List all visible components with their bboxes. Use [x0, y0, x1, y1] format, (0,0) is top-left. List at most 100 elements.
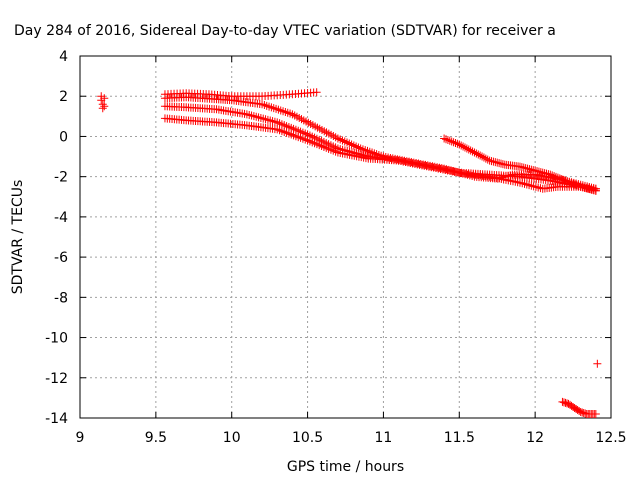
data-point: [574, 181, 583, 190]
data-point: [534, 167, 543, 176]
data-point: [485, 156, 494, 165]
x-tick-label: 12: [526, 430, 544, 446]
y-tick-label: -12: [45, 371, 68, 387]
data-point: [561, 176, 570, 185]
data-point: [98, 104, 107, 113]
y-tick-label: -2: [54, 170, 68, 186]
data-point: [442, 135, 451, 144]
data-point: [519, 163, 528, 172]
data-point: [515, 162, 524, 171]
data-point: [354, 143, 363, 152]
data-point: [567, 178, 576, 187]
y-tick-label: -14: [45, 411, 68, 427]
data-point: [593, 359, 602, 368]
data-point: [495, 159, 504, 168]
data-point: [527, 181, 536, 190]
x-tick-label: 12.5: [595, 430, 626, 446]
data-point: [538, 168, 547, 177]
x-axis-label: GPS time / hours: [287, 459, 404, 475]
data-point: [591, 186, 600, 195]
data-point: [449, 138, 458, 147]
data-point: [483, 155, 492, 164]
data-point: [445, 136, 454, 145]
data-point: [468, 147, 477, 156]
data-point: [443, 135, 452, 144]
data-point: [481, 154, 490, 163]
data-point: [352, 142, 361, 151]
data-point: [340, 137, 349, 146]
data-point: [584, 184, 593, 193]
y-tick-label: 0: [59, 129, 68, 145]
data-point: [343, 138, 352, 147]
data-point: [497, 159, 506, 168]
x-tick-label: 9: [76, 430, 85, 446]
data-point: [580, 183, 589, 192]
data-point: [462, 144, 471, 153]
data-point: [476, 151, 485, 160]
data-point: [559, 175, 568, 184]
data-point: [345, 139, 354, 148]
data-point: [447, 137, 456, 146]
data-point: [464, 145, 473, 154]
y-tick-label: -4: [54, 210, 68, 226]
x-tick-label: 10.5: [292, 430, 323, 446]
data-point: [540, 169, 549, 178]
chart-title: Day 284 of 2016, Sidereal Day-to-day VTE…: [14, 23, 556, 39]
data-point: [478, 152, 487, 161]
x-tick-label: 11.5: [444, 430, 475, 446]
y-tick-label: -10: [45, 331, 68, 347]
y-tick-label: -8: [54, 290, 68, 306]
data-point: [557, 175, 566, 184]
data-point: [588, 185, 597, 194]
data-point: [487, 157, 496, 166]
grid: [80, 56, 611, 418]
data-point: [460, 143, 469, 152]
data-point: [582, 184, 591, 193]
data-point: [474, 150, 483, 159]
data-point: [470, 148, 479, 157]
data-point: [552, 172, 561, 181]
data-point: [542, 169, 551, 178]
data-point: [563, 177, 572, 186]
data-point: [531, 166, 540, 175]
data-point: [455, 140, 464, 149]
data-point: [457, 141, 466, 150]
data-point: [517, 163, 526, 172]
x-tick-label: 9.5: [145, 430, 167, 446]
data-point: [451, 138, 460, 147]
data-point: [553, 173, 562, 182]
x-axis: 9 9.5 10 10.5 11 11.5 12 12.5: [76, 56, 627, 446]
data-point: [336, 135, 345, 144]
y-tick-label: -6: [54, 250, 68, 266]
data-point: [479, 153, 488, 162]
data-point: [525, 165, 534, 174]
data-point: [440, 134, 449, 143]
data-point: [534, 183, 543, 192]
data-point: [548, 171, 557, 180]
data-point: [565, 178, 574, 187]
data-point: [586, 185, 595, 194]
data-point: [589, 186, 598, 195]
data-point: [523, 164, 532, 173]
data-point: [569, 179, 578, 188]
data-point: [591, 409, 600, 418]
data-point: [550, 172, 559, 181]
data-point: [544, 170, 553, 179]
data-point: [466, 146, 475, 155]
data-point: [453, 139, 462, 148]
data-point: [347, 140, 356, 149]
data-point: [489, 157, 498, 166]
y-axis-label: SDTVAR / TECUs: [10, 180, 26, 295]
data-point: [570, 180, 579, 189]
data-point: [531, 182, 540, 191]
y-axis: 4 2 0 -2 -4 -6 -8 -10 -12 -14: [45, 49, 611, 427]
data-point: [536, 168, 545, 177]
data-point: [349, 141, 358, 150]
data-point: [529, 182, 538, 191]
data-point: [529, 166, 538, 175]
data-point: [498, 160, 507, 169]
data-point: [338, 136, 347, 145]
data-point: [555, 174, 564, 183]
data-point: [521, 164, 530, 173]
data-point: [100, 102, 109, 111]
